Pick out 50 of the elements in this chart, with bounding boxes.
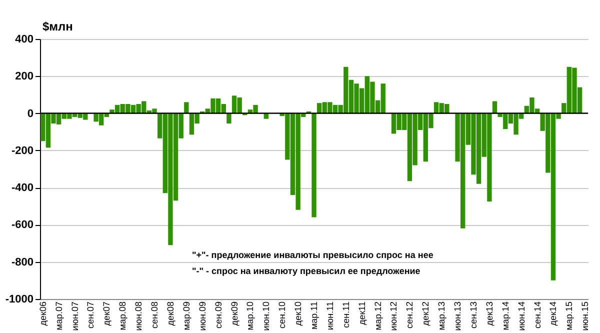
y-tick-label: 400 [15,34,34,46]
y-tick-label: 0 [27,108,34,120]
x-tick-label: мар.07 [54,302,64,330]
x-tick-label: дек11 [356,302,367,326]
x-tick-label: дек08 [165,302,176,326]
x-tick-label: сен.10 [277,302,288,328]
x-tick-label: мар.10 [245,302,256,330]
y-tick-label: -600 [11,219,34,232]
y-tick-label: -800 [11,256,34,268]
x-tick-label: мар.08 [118,302,128,330]
x-tick-label: мар.15 [564,302,574,330]
x-tick-label: июн.09 [197,302,208,331]
x-tick-label: июн.14 [516,302,526,331]
x-tick-label: мар.09 [181,302,192,330]
x-tick-label: сен.07 [86,302,96,328]
y-tick-label: -200 [11,144,34,157]
x-tick-label: дек12 [420,302,431,326]
x-tick-label: сен.13 [468,302,478,328]
annotation: "+"- предложение инвалюты превысило спрос на нее [192,250,434,260]
bar [312,113,316,218]
x-tick-label: дек07 [102,302,112,326]
x-tick-label: сен.14 [532,302,542,328]
x-tick-label: дек09 [229,302,240,326]
y-axis-title: $млн [42,20,73,34]
x-tick-label: сен.12 [404,302,415,328]
x-tick-label: мар.14 [500,302,510,330]
y-tick-label: 200 [15,70,34,83]
x-tick-label: дек14 [548,302,558,326]
x-tick-label: мар.11 [309,302,319,330]
x-tick-label: июн.13 [452,302,463,331]
x-tick-label: мар.13 [436,302,447,330]
x-tick-label: сен.09 [213,302,224,328]
x-tick-label: дек06 [38,302,48,326]
x-tick-label: июн.07 [70,302,80,331]
bar [492,101,498,114]
x-tick-label: мар.12 [372,302,383,330]
annotation: "-" - спрос на инвалюту превысил ее предложение [192,266,420,276]
x-tick-label: июн.11 [324,302,335,330]
y-tick-label: -1000 [5,294,34,306]
bar [184,102,189,114]
bar [226,113,232,124]
y-tick-label: -400 [11,182,34,194]
x-tick-label: сен.11 [340,302,351,328]
x-tick-label: сен.08 [150,302,160,328]
x-tick-label: июн.15 [580,302,590,331]
x-tick-label: дек13 [484,302,494,326]
x-tick-label: июн.08 [134,302,144,331]
x-tick-label: июн.12 [388,302,399,331]
x-tick-label: июн.10 [261,302,272,331]
x-tick-label: дек10 [293,302,304,326]
